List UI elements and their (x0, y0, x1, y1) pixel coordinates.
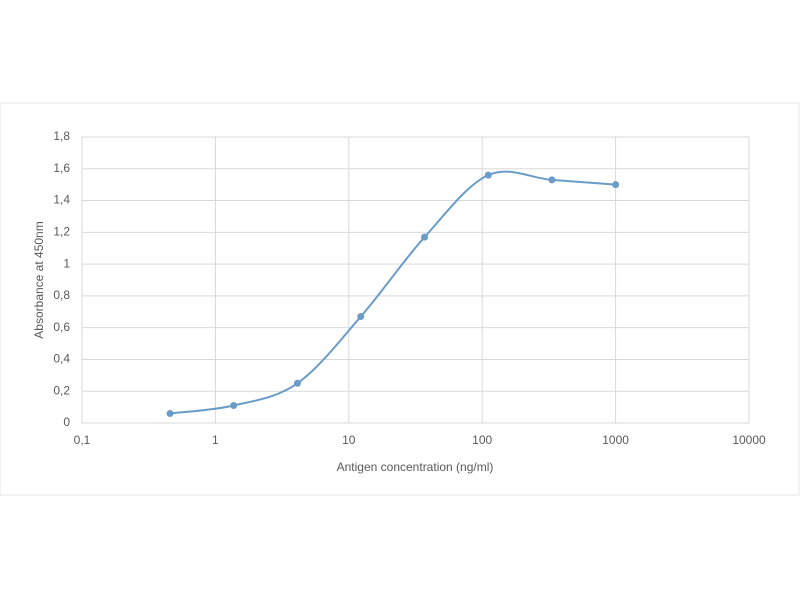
point (612, 181, 620, 189)
x-tick-label: 100 (472, 433, 492, 447)
point (166, 409, 174, 417)
y-tick-label: 0,4 (53, 352, 70, 366)
x-tick-label: 0,1 (74, 433, 91, 447)
point (548, 176, 556, 184)
y-tick-label: 0,8 (53, 288, 70, 302)
point (230, 402, 238, 410)
point (357, 313, 365, 321)
x-tick-label: 10 (342, 433, 356, 447)
y-tick-label: 0 (63, 415, 70, 429)
y-tick-label: 1,4 (53, 193, 70, 207)
x-tick-label: 1000 (602, 433, 629, 447)
point (484, 171, 492, 179)
chart-frame (0, 102, 800, 496)
x-tick-label: 10000 (732, 433, 766, 447)
y-tick-label: 1,2 (53, 225, 70, 239)
point (293, 379, 301, 387)
y-tick-label: 1,6 (53, 161, 70, 175)
y-axis-label: Absorbance at 450nm (32, 221, 46, 338)
x-tick-label: 1 (212, 433, 219, 447)
y-tick-label: 0,2 (53, 383, 70, 397)
x-axis-label: Antigen concentration (ng/ml) (337, 460, 494, 474)
point (421, 233, 429, 241)
y-tick-label: 1,8 (53, 129, 70, 143)
y-tick-label: 1 (63, 256, 70, 270)
line (169, 170, 616, 415)
y-tick-label: 0,6 (53, 320, 70, 334)
